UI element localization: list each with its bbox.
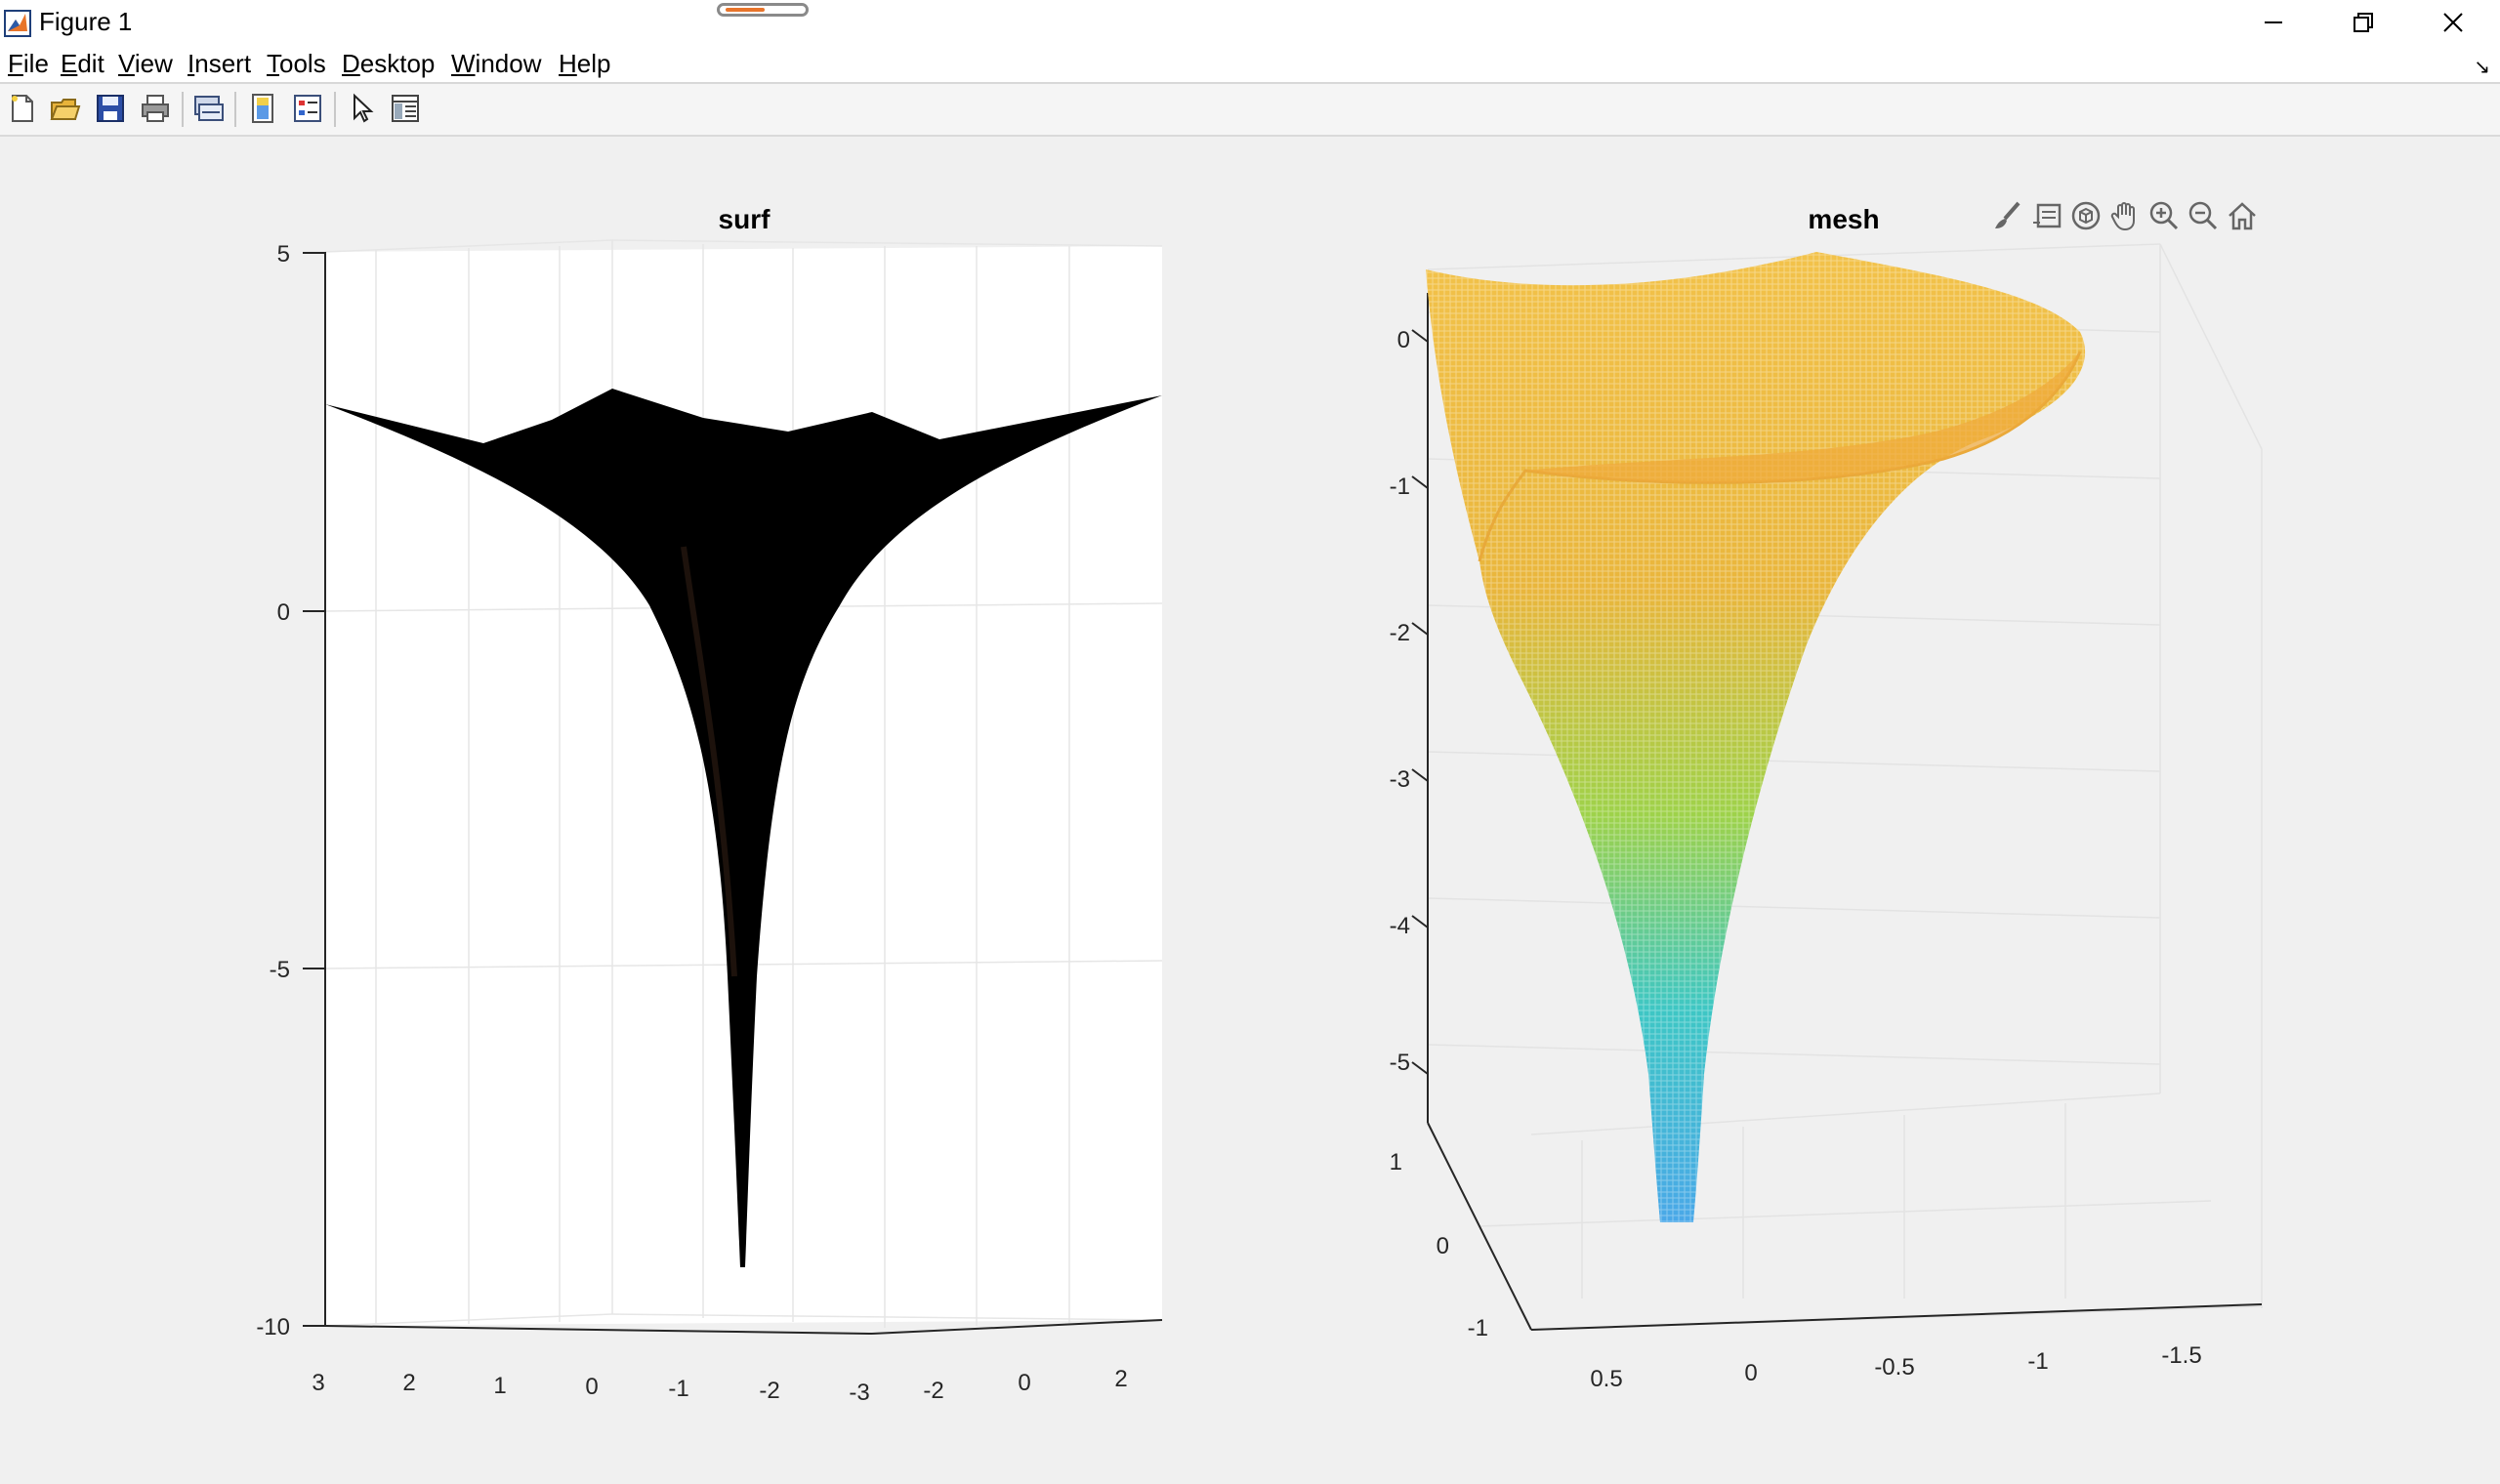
brush-button[interactable]: [1988, 195, 2027, 236]
menu-insert[interactable]: Insert: [188, 49, 252, 78]
legend-icon: [294, 95, 321, 122]
zoom-out-button[interactable]: [2184, 195, 2223, 236]
minimize-icon: [2265, 21, 2282, 23]
brush-icon: [1995, 201, 2021, 228]
open-file-icon: [50, 99, 81, 120]
menu-edit[interactable]: Edit: [61, 49, 104, 78]
property-inspector-button[interactable]: [387, 90, 424, 127]
link-plot-button[interactable]: [189, 90, 227, 127]
pointer-button[interactable]: [344, 90, 381, 127]
toolbar-separator: [334, 92, 336, 127]
colorbar-icon: [252, 94, 273, 123]
save-button[interactable]: [92, 90, 129, 127]
colorbar-button[interactable]: [244, 90, 281, 127]
menu-help[interactable]: Help: [559, 49, 611, 78]
save-icon: [97, 95, 124, 122]
zoom-out-icon: [2188, 201, 2218, 230]
close-button[interactable]: [2408, 0, 2498, 45]
rotate-3d-icon: [2071, 201, 2101, 230]
menu-bar: File Edit View Insert Tools Desktop Wind…: [0, 45, 2500, 84]
home-icon: [2229, 202, 2256, 230]
print-button[interactable]: [137, 90, 174, 127]
open-file-button[interactable]: [47, 90, 84, 127]
restore-button[interactable]: [2318, 0, 2408, 45]
menu-desktop[interactable]: Desktop: [342, 49, 436, 78]
window-drag-handle[interactable]: [717, 3, 809, 17]
title-bar: Figure 1: [0, 0, 2500, 45]
menu-window[interactable]: Window: [451, 49, 542, 78]
matlab-logo-icon: [4, 10, 31, 37]
data-tips-button[interactable]: [2027, 195, 2066, 236]
new-figure-icon: [12, 95, 33, 122]
property-inspector-icon: [392, 95, 419, 122]
toolbar-separator: [182, 92, 184, 127]
restore-icon: [2354, 13, 2373, 32]
print-icon: [142, 95, 169, 122]
new-figure-button[interactable]: [4, 90, 41, 127]
menu-tools[interactable]: Tools: [267, 49, 326, 78]
legend-button[interactable]: [289, 90, 326, 127]
menu-file[interactable]: File: [8, 49, 49, 78]
toolbar-separator: [234, 92, 236, 127]
zoom-in-icon: [2149, 201, 2179, 230]
pan-icon: [2110, 202, 2135, 231]
dock-arrow-icon[interactable]: ↘: [2474, 57, 2490, 78]
data-tips-icon: [2033, 203, 2062, 228]
pan-button[interactable]: [2105, 195, 2145, 236]
window-title: Figure 1: [39, 7, 133, 36]
figure-toolbar: [0, 84, 2500, 137]
pointer-icon: [354, 93, 374, 123]
link-plot-icon: [194, 96, 224, 121]
zoom-in-button[interactable]: [2145, 195, 2184, 236]
figure-canvas[interactable]: [0, 137, 2500, 1484]
minimize-button[interactable]: [2229, 0, 2318, 45]
close-icon: [2443, 13, 2463, 32]
menu-view[interactable]: View: [118, 49, 173, 78]
home-button[interactable]: [2223, 195, 2262, 236]
rotate-3d-button[interactable]: [2066, 195, 2105, 236]
